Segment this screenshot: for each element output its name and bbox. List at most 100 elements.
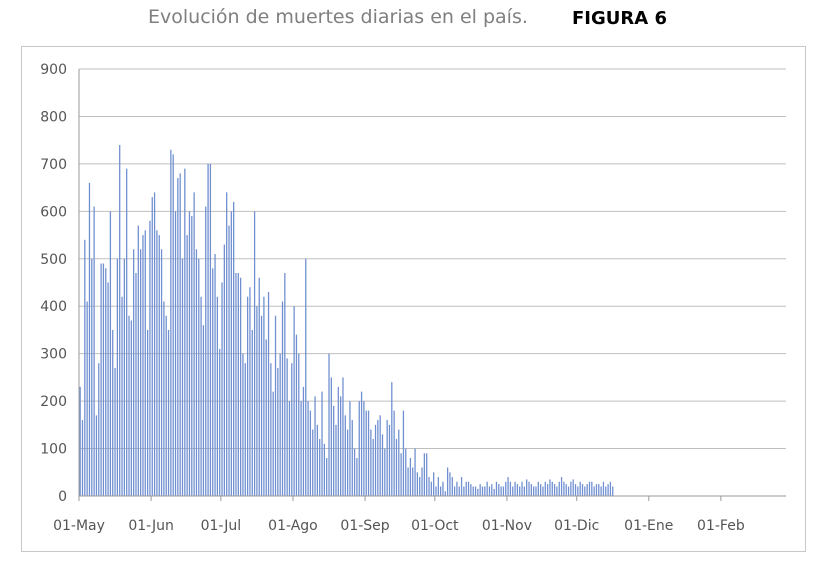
bar <box>372 439 374 496</box>
x-tick-label: 01-May <box>53 518 105 534</box>
y-tick-label: 500 <box>40 252 67 268</box>
bar <box>121 296 123 496</box>
y-tick-label: 200 <box>40 394 67 410</box>
bar <box>135 273 137 496</box>
bar <box>477 488 479 496</box>
bar <box>249 287 251 496</box>
bar <box>519 486 521 496</box>
bar <box>179 173 181 496</box>
bar <box>216 296 219 496</box>
bar <box>370 429 372 496</box>
bar <box>91 258 93 496</box>
bar <box>112 329 114 496</box>
bar <box>546 484 549 496</box>
bar <box>481 486 484 496</box>
bar <box>146 329 149 496</box>
bar <box>360 391 363 496</box>
bar <box>498 484 500 496</box>
bar <box>119 144 121 496</box>
bar <box>607 484 609 496</box>
bar <box>398 429 400 496</box>
bar <box>488 486 491 496</box>
bar <box>433 472 435 496</box>
bar <box>463 486 465 496</box>
x-tick-label: 01-Dic <box>554 518 599 534</box>
bar <box>286 358 288 496</box>
bar <box>486 481 488 496</box>
bar <box>226 192 228 497</box>
bar <box>291 363 293 496</box>
bar <box>158 235 160 496</box>
bar <box>107 282 109 496</box>
bar <box>549 479 551 496</box>
bar <box>302 386 305 496</box>
bar <box>181 258 184 496</box>
bar <box>272 391 274 496</box>
bar <box>449 472 451 496</box>
bar <box>570 481 572 496</box>
bar <box>412 467 414 496</box>
bar <box>270 363 272 496</box>
bar <box>400 453 402 496</box>
bar <box>151 197 153 496</box>
bar <box>593 486 595 496</box>
x-tick-label: 01-Sep <box>340 518 389 534</box>
bar <box>212 268 214 496</box>
bar <box>235 273 237 496</box>
bar <box>577 486 579 496</box>
bar <box>393 410 395 496</box>
bar <box>598 484 600 496</box>
bar <box>472 486 474 496</box>
bar-series <box>79 144 614 497</box>
bar <box>335 424 337 496</box>
bar <box>391 382 393 496</box>
bar <box>314 396 316 496</box>
y-tick-label: 300 <box>40 347 67 363</box>
bar <box>193 192 195 497</box>
bar <box>256 306 258 496</box>
bar <box>186 235 188 496</box>
bar <box>365 410 367 496</box>
bar <box>591 481 593 496</box>
bar <box>160 249 163 496</box>
bar <box>177 178 179 496</box>
bar <box>167 329 170 496</box>
bar <box>267 291 270 496</box>
bar <box>367 410 370 496</box>
x-tick-label: 01-Nov <box>482 518 532 534</box>
bar <box>507 477 509 496</box>
bar <box>416 472 419 496</box>
bar <box>253 211 256 496</box>
bar <box>542 486 544 496</box>
bar <box>421 467 423 496</box>
bar <box>214 254 216 496</box>
bar <box>349 401 351 496</box>
bar <box>563 481 565 496</box>
y-tick-label: 0 <box>58 489 67 505</box>
bar <box>284 273 286 496</box>
bar <box>309 410 312 496</box>
bar <box>437 477 439 496</box>
bar <box>574 484 577 496</box>
bar <box>102 263 105 496</box>
bar <box>405 448 407 496</box>
bar <box>572 479 574 496</box>
bar <box>535 486 537 496</box>
bar <box>395 439 398 496</box>
bar <box>423 453 425 496</box>
x-tick-label: 01-Feb <box>697 518 745 534</box>
bar <box>279 353 281 496</box>
chart-title: Evolución de muertes diarias en el país. <box>148 6 528 28</box>
bar <box>307 401 309 496</box>
bar <box>567 486 570 496</box>
bar <box>474 486 477 496</box>
y-axis: 0 100 200 300 400 500 600 700 800 900 <box>40 62 67 505</box>
bar <box>251 329 253 496</box>
bar <box>419 477 421 496</box>
bar <box>458 486 460 496</box>
bar <box>612 486 614 496</box>
bar <box>81 420 84 496</box>
bar <box>384 448 386 496</box>
bar <box>263 296 265 496</box>
